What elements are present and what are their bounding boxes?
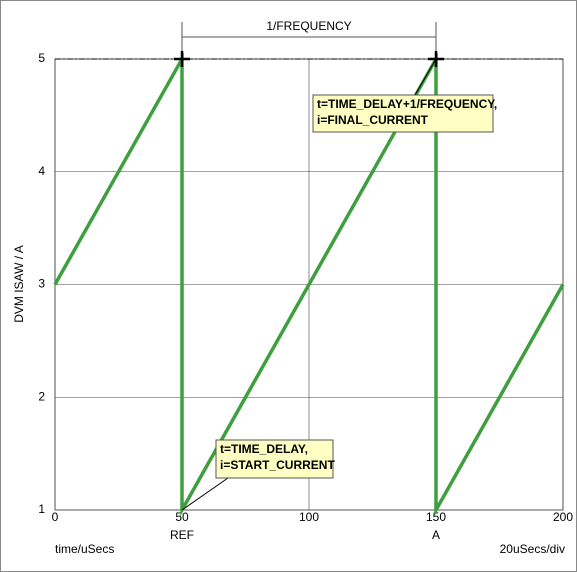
x-tick-label: 150 [426,510,446,524]
cursor-marker [174,51,190,67]
cursor-label: A [432,528,440,542]
x-scale-note: 20uSecs/div [500,542,565,556]
annotation-box [215,439,334,479]
annotation-leader [414,58,437,96]
series-line [53,52,565,517]
y-tick-label: 1 [38,502,45,516]
y-axis-label: DVM ISAW / A [12,245,26,323]
annotation-text: t=TIME_DELAY+1/FREQUENCY, [317,97,497,111]
x-tick-label: 100 [299,510,319,524]
annotation-text: t=TIME_DELAY, [220,442,308,456]
cursor-label: REF [170,528,194,542]
measurement-label: 1/FREQUENCY [266,19,351,33]
annotation-text: i=FINAL_CURRENT [317,113,429,127]
y-tick-label: 5 [38,51,45,65]
y-tick-label: 2 [38,389,45,403]
annotation-box [312,94,494,133]
y-tick-label: 3 [38,277,45,291]
y-tick-label: 4 [38,164,45,178]
x-tick-label: 200 [553,510,573,524]
annotation-leader [181,477,229,511]
x-axis-label: time/uSecs [55,542,114,556]
x-tick-label: 50 [175,510,189,524]
x-tick-label: 0 [52,510,59,524]
annotation-text: i=START_CURRENT [220,458,335,472]
